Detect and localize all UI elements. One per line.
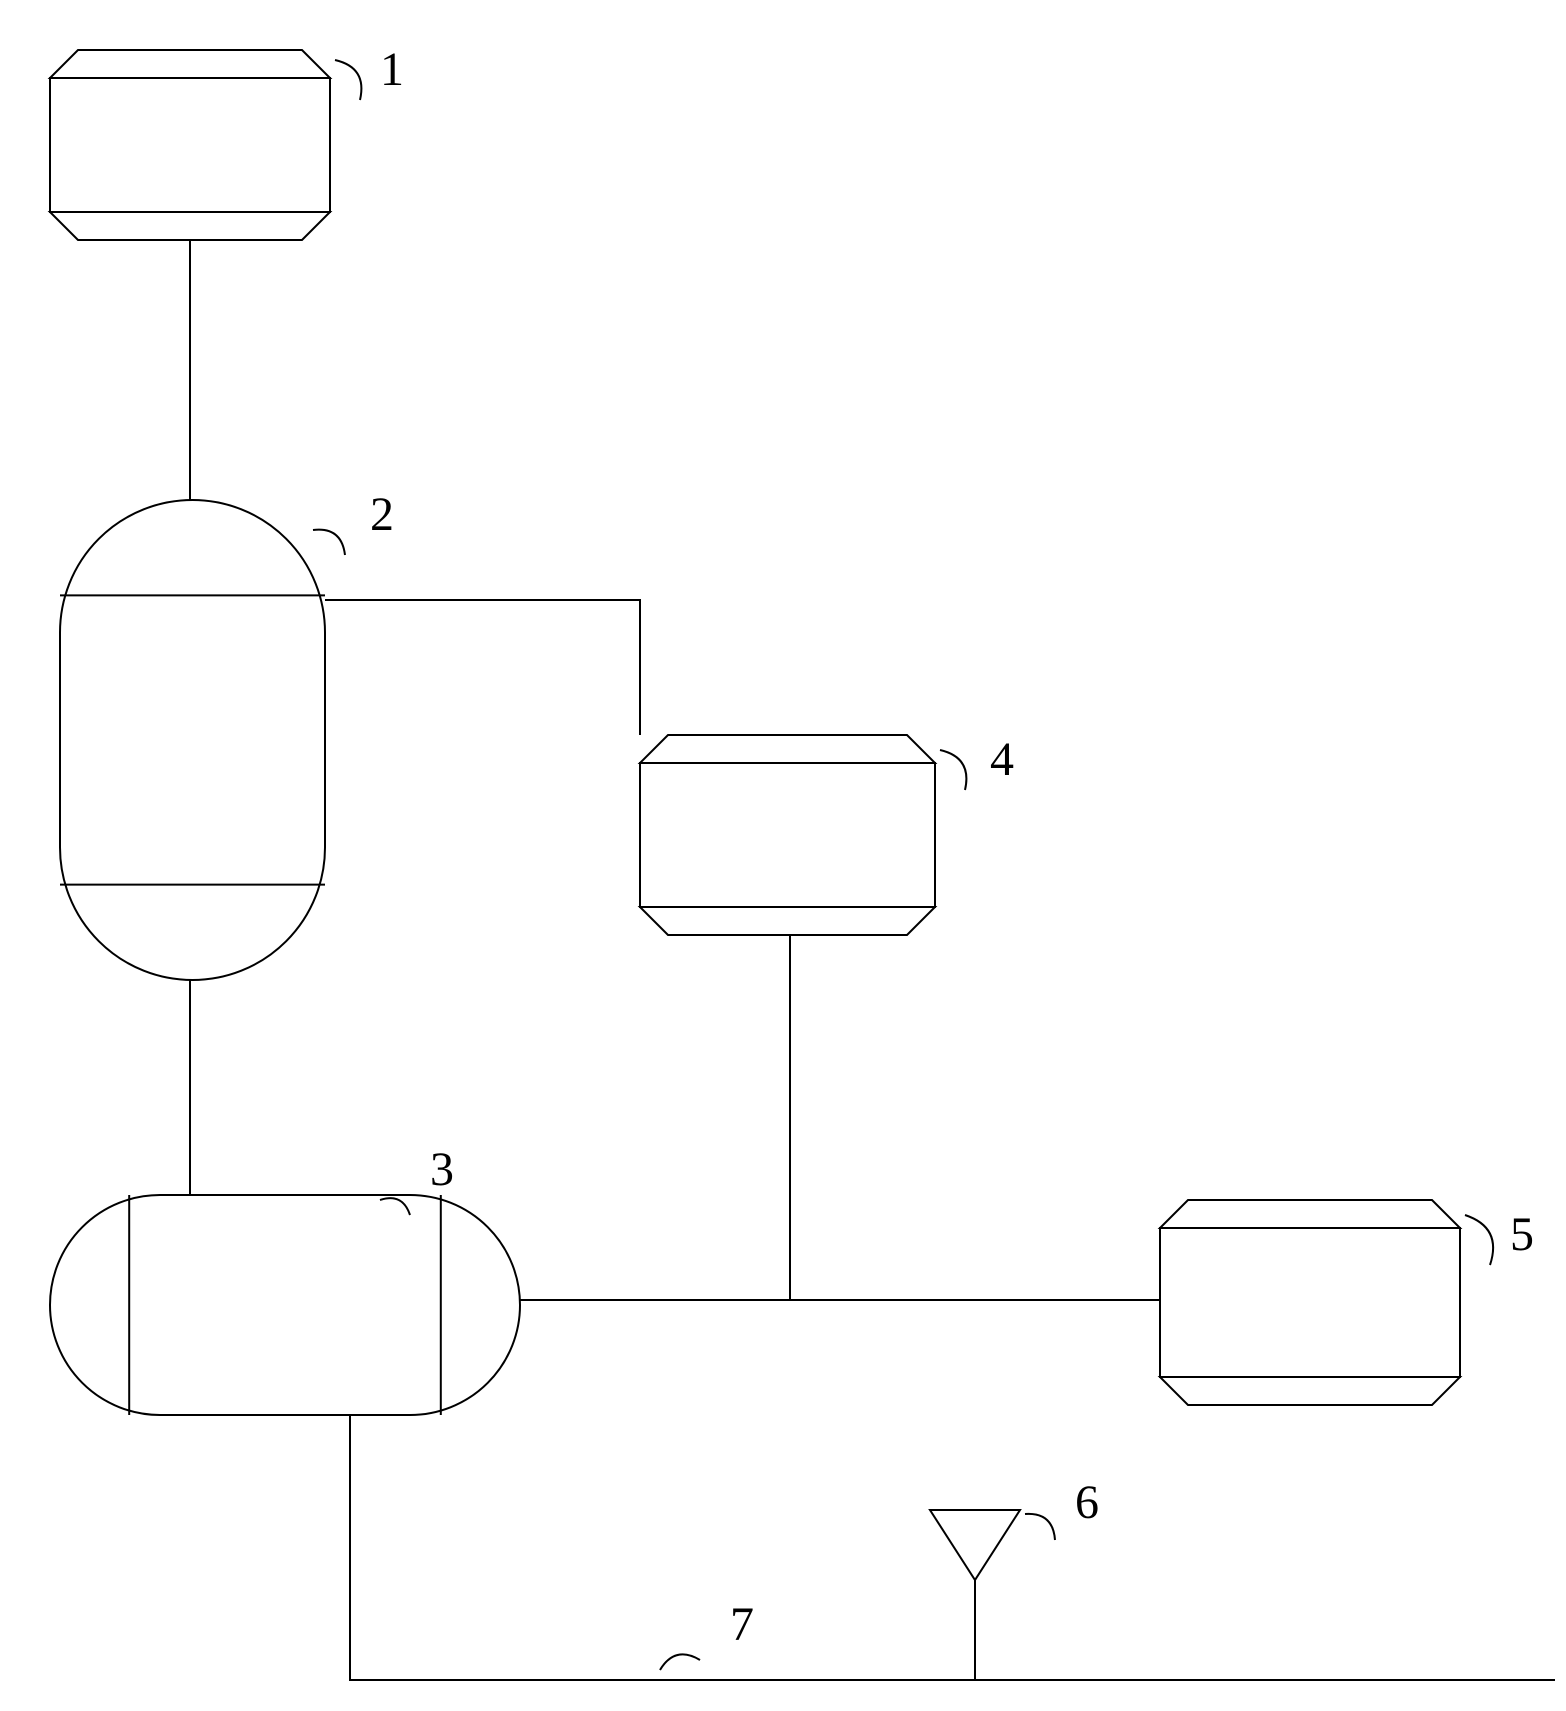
node-label-n1: 1 xyxy=(380,43,404,96)
node-label-n6: 6 xyxy=(1075,1476,1099,1529)
node-label-n7: 7 xyxy=(730,1598,754,1651)
node-label-n3: 3 xyxy=(430,1143,454,1196)
node-label-n5: 5 xyxy=(1510,1208,1534,1261)
node-label-n4: 4 xyxy=(990,733,1014,786)
connector xyxy=(350,1415,1555,1680)
node-label-n2: 2 xyxy=(370,488,394,541)
diagram-canvas: 1 2 3 4 5 6 7 xyxy=(0,0,1566,1711)
connector xyxy=(325,600,640,735)
